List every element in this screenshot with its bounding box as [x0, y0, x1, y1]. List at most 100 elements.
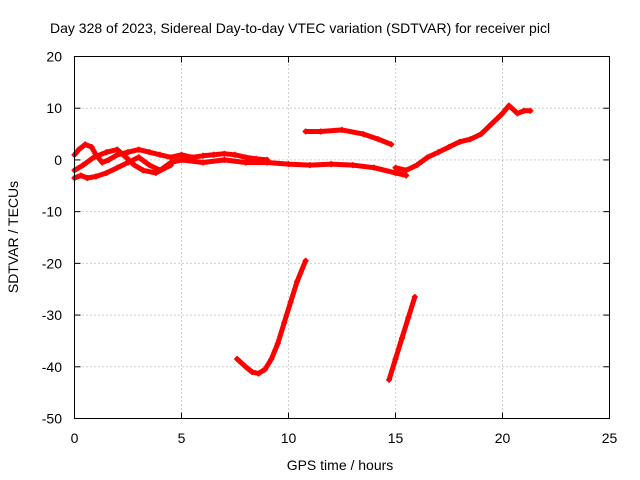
data-point-marker	[403, 167, 410, 174]
data-point-marker	[84, 175, 91, 182]
data-point-marker	[306, 162, 313, 169]
data-point-marker	[249, 368, 256, 375]
data-point-marker	[520, 107, 527, 114]
data-point-marker	[456, 138, 463, 145]
data-point-marker	[285, 161, 292, 168]
x-tick-label: 25	[602, 430, 618, 446]
y-tick-label: -20	[42, 255, 62, 271]
data-point-marker	[287, 299, 294, 306]
data-point-marker	[317, 128, 324, 135]
data-point-marker	[371, 164, 378, 171]
data-point-marker	[281, 319, 288, 326]
data-point-marker	[405, 314, 412, 321]
series-main-upper	[72, 141, 270, 165]
data-point-marker	[467, 136, 474, 143]
data-point-marker	[152, 169, 159, 176]
data-point-marker	[294, 278, 301, 285]
data-point-marker	[514, 110, 521, 117]
y-tick-label: 0	[54, 152, 62, 168]
x-tick-labels: 0 5 10 15 20 25	[71, 430, 618, 446]
x-tick-label: 15	[388, 430, 404, 446]
data-point-marker	[302, 128, 309, 135]
chart-title: Day 328 of 2023, Sidereal Day-to-day VTE…	[50, 20, 550, 36]
data-point-marker	[75, 146, 82, 153]
y-tick-label: -30	[42, 307, 62, 323]
data-point-marker	[392, 164, 399, 171]
data-point-marker	[446, 144, 452, 150]
data-point-marker	[199, 159, 206, 166]
data-point-marker	[392, 169, 399, 176]
data-point-marker	[92, 173, 99, 180]
x-tick-label: 0	[71, 430, 79, 446]
axis-ticks	[74, 56, 610, 419]
y-tick-labels: -50 -40 -30 -20 -10 0 10 20	[42, 49, 62, 427]
y-tick-label: 20	[46, 49, 62, 65]
data-point-marker	[505, 102, 512, 109]
data-point-marker	[77, 172, 84, 179]
data-point-marker	[242, 159, 249, 166]
data-point-marker	[221, 156, 228, 163]
series-layer	[71, 102, 534, 383]
data-point-marker	[339, 126, 345, 133]
y-tick-label: 10	[46, 100, 62, 116]
data-point-marker	[255, 370, 262, 377]
data-point-marker	[488, 120, 495, 127]
data-point-marker	[122, 154, 129, 161]
series-main-cross	[72, 147, 174, 176]
data-point-marker	[413, 162, 420, 169]
data-point-marker	[178, 156, 185, 163]
y-tick-label: -40	[42, 359, 62, 375]
data-point-marker	[105, 156, 112, 163]
data-point-marker	[375, 136, 382, 143]
data-point-marker	[157, 151, 164, 158]
data-point-marker	[424, 154, 431, 161]
data-point-marker	[398, 335, 405, 342]
data-point-marker	[478, 131, 485, 138]
x-tick-label: 10	[281, 430, 297, 446]
data-point-marker	[103, 169, 110, 176]
data-point-marker	[131, 162, 138, 169]
series-main-lower	[72, 154, 409, 181]
data-point-marker	[268, 356, 275, 363]
data-point-marker	[242, 154, 249, 161]
data-point-marker	[135, 154, 142, 161]
data-point-marker	[328, 161, 335, 168]
data-point-marker	[274, 340, 281, 347]
data-point-marker	[360, 131, 367, 138]
data-point-marker	[242, 363, 249, 370]
data-point-marker	[435, 149, 442, 156]
plot-frame	[74, 56, 610, 419]
data-point-marker	[88, 144, 95, 150]
data-point-marker	[527, 107, 534, 114]
data-point-marker	[234, 356, 241, 363]
data-point-marker	[232, 151, 238, 158]
data-point-marker	[135, 146, 142, 153]
y-tick-label: -50	[42, 411, 62, 427]
data-point-marker	[199, 152, 206, 159]
data-point-marker	[82, 141, 89, 148]
data-point-marker	[499, 110, 506, 117]
data-point-marker	[210, 151, 217, 158]
data-point-marker	[167, 154, 174, 161]
data-point-marker	[392, 356, 399, 363]
series-main-rise	[393, 103, 533, 173]
data-point-marker	[178, 151, 185, 158]
x-tick-label: 20	[495, 430, 511, 446]
data-point-marker	[80, 162, 87, 169]
x-axis-label: GPS time / hours	[287, 457, 394, 473]
data-point-marker	[261, 366, 268, 373]
data-point-marker	[167, 162, 174, 169]
data-point-marker	[386, 376, 393, 383]
data-point-marker	[146, 162, 153, 169]
data-point-marker	[139, 167, 146, 174]
data-point-marker	[146, 149, 153, 156]
data-point-marker	[302, 257, 309, 264]
data-point-marker	[403, 172, 410, 179]
data-point-marker	[99, 159, 106, 166]
data-point-marker	[388, 141, 395, 148]
data-point-marker	[125, 149, 131, 156]
x-tick-label: 5	[178, 430, 186, 446]
data-point-marker	[349, 162, 356, 169]
data-point-marker	[411, 293, 418, 300]
